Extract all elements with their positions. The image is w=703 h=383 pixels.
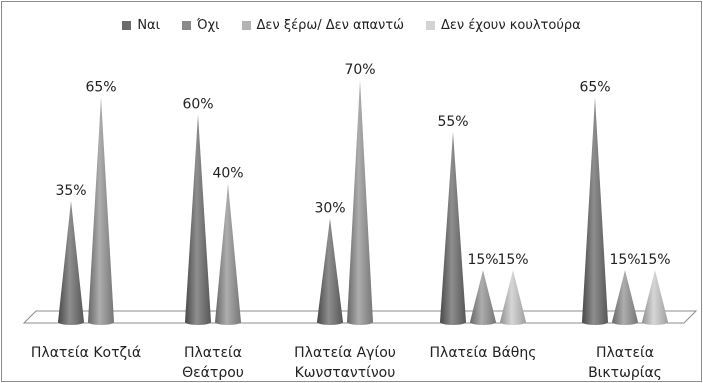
category-label: Πλατεία Βάθης: [418, 343, 548, 363]
legend-swatch: [426, 21, 435, 30]
category-label-line: Βικτωρίας: [588, 365, 662, 381]
data-label: 65%: [85, 79, 116, 95]
data-label: 15%: [497, 252, 528, 268]
data-label: 30%: [314, 200, 345, 216]
data-label: 15%: [609, 252, 640, 268]
cone-mark: [500, 270, 526, 325]
legend-label: Όχι: [197, 18, 220, 33]
legend-item: Ναι: [122, 18, 160, 33]
cone-mark: [88, 97, 114, 326]
cone-mark: [440, 131, 466, 325]
cone-mark: [612, 270, 638, 325]
category-label-line: Πλατεία Κοτζιά: [30, 345, 142, 361]
data-label: 55%: [437, 114, 468, 130]
category-label: Πλατεία Θεάτρου: [148, 343, 278, 383]
cone-mark: [470, 270, 496, 325]
category-label: Πλατεία Κοτζιά: [21, 343, 151, 363]
legend-item: Όχι: [182, 18, 220, 33]
category-label-line: Πλατεία Βάθης: [429, 345, 537, 361]
cone-mark: [185, 114, 211, 325]
category-label-line: Πλατεία: [183, 345, 242, 361]
cone-mark: [215, 183, 241, 325]
cone-mark: [642, 270, 668, 325]
legend: Ναι Όχι Δεν ξέρω/ Δεν απαντώ Δεν έχουν κουλ…: [0, 18, 703, 33]
data-label: 15%: [639, 252, 670, 268]
legend-swatch: [122, 21, 132, 30]
category-label-line: Κωνσταντίνου: [294, 365, 396, 381]
legend-item: Δεν ξέρω/ Δεν απαντώ: [241, 18, 405, 33]
data-label: 35%: [55, 183, 86, 199]
legend-label: Ναι: [137, 18, 161, 33]
category-label: Πλατεία Βικτωρίας: [560, 343, 690, 383]
legend-swatch: [241, 21, 251, 30]
data-label: 70%: [344, 62, 375, 78]
category-label-line: Θεάτρου: [182, 365, 244, 381]
legend-label: Δεν έχουν κουλτούρα: [441, 18, 581, 33]
cone-mark: [347, 80, 373, 325]
category-label-line: Πλατεία: [595, 345, 654, 361]
data-label: 40%: [212, 166, 243, 182]
legend-label: Δεν ξέρω/ Δεν απαντώ: [256, 18, 405, 33]
cone-mark: [582, 97, 608, 326]
cone-mark: [317, 218, 343, 325]
data-label: 60%: [182, 97, 213, 113]
legend-swatch: [182, 21, 192, 30]
category-label-line: Πλατεία Αγίου: [294, 345, 396, 361]
legend-item: Δεν έχουν κουλτούρα: [426, 18, 581, 33]
data-label: 15%: [467, 252, 498, 268]
cone-mark: [58, 201, 84, 325]
data-label: 65%: [579, 79, 610, 95]
category-label: Πλατεία Αγίου Κωνσταντίνου: [280, 343, 410, 383]
